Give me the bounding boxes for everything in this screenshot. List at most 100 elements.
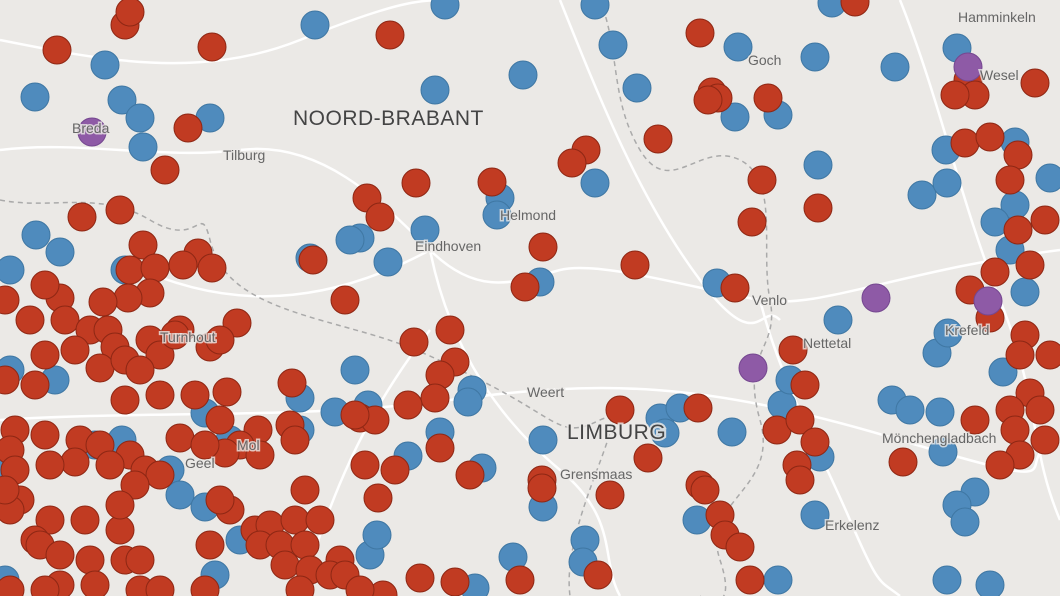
blue-marker[interactable] bbox=[482, 200, 512, 230]
red-marker[interactable] bbox=[0, 285, 20, 315]
red-marker[interactable] bbox=[145, 575, 175, 596]
red-marker[interactable] bbox=[425, 433, 455, 463]
red-marker[interactable] bbox=[1003, 215, 1033, 245]
red-marker[interactable] bbox=[30, 575, 60, 596]
red-marker[interactable] bbox=[960, 405, 990, 435]
red-marker[interactable] bbox=[60, 335, 90, 365]
red-marker[interactable] bbox=[401, 168, 431, 198]
blue-marker[interactable] bbox=[165, 480, 195, 510]
red-marker[interactable] bbox=[340, 400, 370, 430]
blue-marker[interactable] bbox=[128, 132, 158, 162]
red-marker[interactable] bbox=[0, 575, 25, 596]
red-marker[interactable] bbox=[205, 325, 235, 355]
red-marker[interactable] bbox=[168, 250, 198, 280]
purple-marker[interactable] bbox=[861, 283, 891, 313]
blue-marker[interactable] bbox=[453, 387, 483, 417]
red-marker[interactable] bbox=[30, 270, 60, 300]
red-marker[interactable] bbox=[1025, 395, 1055, 425]
red-marker[interactable] bbox=[380, 455, 410, 485]
blue-marker[interactable] bbox=[340, 355, 370, 385]
blue-marker[interactable] bbox=[1010, 277, 1040, 307]
red-marker[interactable] bbox=[30, 420, 60, 450]
red-marker[interactable] bbox=[67, 202, 97, 232]
red-marker[interactable] bbox=[435, 315, 465, 345]
blue-marker[interactable] bbox=[410, 215, 440, 245]
red-marker[interactable] bbox=[737, 207, 767, 237]
red-marker[interactable] bbox=[940, 80, 970, 110]
red-marker[interactable] bbox=[747, 165, 777, 195]
blue-marker[interactable] bbox=[580, 168, 610, 198]
blue-marker[interactable] bbox=[580, 0, 610, 20]
red-marker[interactable] bbox=[15, 305, 45, 335]
blue-marker[interactable] bbox=[300, 10, 330, 40]
blue-marker[interactable] bbox=[932, 565, 962, 595]
blue-marker[interactable] bbox=[21, 220, 51, 250]
blue-marker[interactable] bbox=[1035, 163, 1060, 193]
red-marker[interactable] bbox=[888, 447, 918, 477]
red-marker[interactable] bbox=[298, 245, 328, 275]
red-marker[interactable] bbox=[583, 560, 613, 590]
red-marker[interactable] bbox=[840, 0, 870, 17]
blue-marker[interactable] bbox=[45, 237, 75, 267]
red-marker[interactable] bbox=[145, 460, 175, 490]
blue-marker[interactable] bbox=[975, 570, 1005, 596]
red-marker[interactable] bbox=[70, 505, 100, 535]
blue-marker[interactable] bbox=[362, 520, 392, 550]
purple-marker[interactable] bbox=[738, 353, 768, 383]
red-marker[interactable] bbox=[455, 460, 485, 490]
red-marker[interactable] bbox=[527, 473, 557, 503]
red-marker[interactable] bbox=[125, 355, 155, 385]
red-marker[interactable] bbox=[160, 320, 190, 350]
blue-marker[interactable] bbox=[20, 82, 50, 112]
red-marker[interactable] bbox=[440, 567, 470, 596]
red-marker[interactable] bbox=[477, 167, 507, 197]
red-marker[interactable] bbox=[393, 390, 423, 420]
red-marker[interactable] bbox=[800, 427, 830, 457]
red-marker[interactable] bbox=[285, 575, 315, 596]
red-marker[interactable] bbox=[1000, 415, 1030, 445]
red-marker[interactable] bbox=[1005, 340, 1035, 370]
red-marker[interactable] bbox=[195, 530, 225, 560]
red-marker[interactable] bbox=[197, 253, 227, 283]
red-marker[interactable] bbox=[605, 395, 635, 425]
red-marker[interactable] bbox=[1015, 250, 1045, 280]
red-marker[interactable] bbox=[1020, 68, 1050, 98]
red-marker[interactable] bbox=[290, 475, 320, 505]
red-marker[interactable] bbox=[113, 283, 143, 313]
red-marker[interactable] bbox=[0, 475, 20, 505]
blue-marker[interactable] bbox=[723, 32, 753, 62]
red-marker[interactable] bbox=[557, 148, 587, 178]
red-marker[interactable] bbox=[363, 483, 393, 513]
blue-marker[interactable] bbox=[928, 437, 958, 467]
red-marker[interactable] bbox=[173, 113, 203, 143]
purple-marker[interactable] bbox=[953, 52, 983, 82]
red-marker[interactable] bbox=[620, 250, 650, 280]
red-marker[interactable] bbox=[60, 447, 90, 477]
red-marker[interactable] bbox=[95, 450, 125, 480]
blue-marker[interactable] bbox=[907, 180, 937, 210]
red-marker[interactable] bbox=[1030, 205, 1060, 235]
red-marker[interactable] bbox=[305, 505, 335, 535]
blue-marker[interactable] bbox=[0, 255, 25, 285]
red-marker[interactable] bbox=[190, 430, 220, 460]
red-marker[interactable] bbox=[735, 565, 765, 595]
red-marker[interactable] bbox=[350, 450, 380, 480]
red-marker[interactable] bbox=[720, 273, 750, 303]
red-marker[interactable] bbox=[35, 505, 65, 535]
red-marker[interactable] bbox=[980, 257, 1010, 287]
red-marker[interactable] bbox=[375, 20, 405, 50]
red-marker[interactable] bbox=[510, 272, 540, 302]
red-marker[interactable] bbox=[197, 32, 227, 62]
red-marker[interactable] bbox=[145, 380, 175, 410]
red-marker[interactable] bbox=[105, 515, 135, 545]
blue-marker[interactable] bbox=[598, 30, 628, 60]
blue-marker[interactable] bbox=[430, 0, 460, 20]
blue-marker[interactable] bbox=[107, 85, 137, 115]
blue-marker[interactable] bbox=[925, 397, 955, 427]
red-marker[interactable] bbox=[125, 545, 155, 575]
red-marker[interactable] bbox=[803, 193, 833, 223]
blue-marker[interactable] bbox=[800, 42, 830, 72]
red-marker[interactable] bbox=[128, 230, 158, 260]
red-marker[interactable] bbox=[595, 480, 625, 510]
red-marker[interactable] bbox=[778, 335, 808, 365]
